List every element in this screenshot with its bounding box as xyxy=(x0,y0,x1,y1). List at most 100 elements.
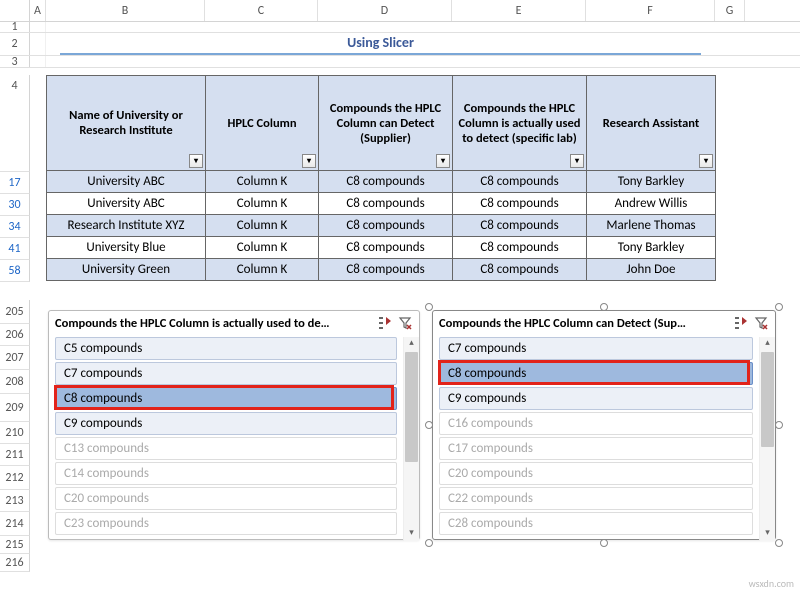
slicer-item[interactable]: C14 compounds xyxy=(55,462,397,485)
col-header-A[interactable]: A xyxy=(30,0,46,21)
row-header-207[interactable]: 207 xyxy=(0,346,30,370)
slicer-item[interactable]: C7 compounds xyxy=(55,362,397,385)
col-header-C[interactable]: C xyxy=(205,0,318,21)
scroll-down-icon[interactable]: ▾ xyxy=(404,527,419,541)
slicer-item[interactable]: C17 compounds xyxy=(439,437,753,460)
cell[interactable]: C8 compounds xyxy=(319,193,453,215)
col-header-G[interactable]: G xyxy=(715,0,745,21)
row-header-17[interactable]: 17 xyxy=(0,172,30,194)
slicer-item[interactable]: C16 compounds xyxy=(439,412,753,435)
cell[interactable]: C8 compounds xyxy=(453,259,587,281)
scroll-down-icon[interactable]: ▾ xyxy=(760,527,775,541)
filter-button[interactable]: ▾ xyxy=(436,154,450,168)
slicer-item[interactable]: C8 compounds xyxy=(439,362,753,385)
cell[interactable]: C8 compounds xyxy=(453,237,587,259)
cell[interactable]: C8 compounds xyxy=(319,171,453,193)
cell[interactable]: University Blue xyxy=(47,237,206,259)
cell[interactable]: Column K xyxy=(206,237,319,259)
table-header-row: Name of University or Research Institute… xyxy=(47,76,716,171)
multiselect-icon[interactable] xyxy=(377,315,393,331)
row-header-3[interactable]: 3 xyxy=(0,56,30,67)
scrollbar[interactable]: ▴ ▾ xyxy=(403,337,419,541)
row-header-208[interactable]: 208 xyxy=(0,370,30,394)
cell[interactable]: Column K xyxy=(206,215,319,237)
slicer-item[interactable]: C7 compounds xyxy=(439,337,753,360)
col-header-F[interactable]: F xyxy=(586,0,715,21)
table-row[interactable]: University ABC Column K C8 compounds C8 … xyxy=(47,193,716,215)
cell[interactable]: C8 compounds xyxy=(453,171,587,193)
row-header-30[interactable]: 30 xyxy=(0,194,30,216)
cell[interactable]: University ABC xyxy=(47,171,206,193)
row-2: 2 Using Slicer xyxy=(0,33,800,56)
cell[interactable]: C8 compounds xyxy=(319,237,453,259)
cell[interactable]: Column K xyxy=(206,259,319,281)
cell[interactable]: C8 compounds xyxy=(319,259,453,281)
select-all-corner[interactable] xyxy=(0,0,30,21)
cell[interactable]: Column K xyxy=(206,193,319,215)
scroll-up-icon[interactable]: ▴ xyxy=(760,337,775,351)
cell[interactable]: University ABC xyxy=(47,193,206,215)
row-header-215[interactable]: 215 xyxy=(0,536,30,554)
table-row[interactable]: University Blue Column K C8 compounds C8… xyxy=(47,237,716,259)
body-row-headers: 205206207208209210211212213214215216 xyxy=(0,300,30,572)
col-header-E[interactable]: E xyxy=(452,0,586,21)
row-header-2[interactable]: 2 xyxy=(0,33,30,55)
row-header-206[interactable]: 206 xyxy=(0,324,30,346)
filter-button[interactable]: ▾ xyxy=(570,154,584,168)
slicer-item[interactable]: C8 compounds xyxy=(55,387,397,410)
th-hplc-column: HPLC Column▾ xyxy=(206,76,319,171)
cell[interactable]: C8 compounds xyxy=(319,215,453,237)
row-header-41[interactable]: 41 xyxy=(0,238,30,260)
cell[interactable]: John Doe xyxy=(587,259,716,281)
slicer-item[interactable]: C28 compounds xyxy=(439,512,753,535)
row-header-209[interactable]: 209 xyxy=(0,394,30,422)
scroll-thumb[interactable] xyxy=(405,352,418,462)
cell[interactable]: Andrew Willis xyxy=(587,193,716,215)
scroll-thumb[interactable] xyxy=(761,352,774,447)
filter-button[interactable]: ▾ xyxy=(302,154,316,168)
clear-filter-icon[interactable] xyxy=(753,315,769,331)
row-header-4[interactable]: 4 xyxy=(0,75,30,172)
row-header-212[interactable]: 212 xyxy=(0,466,30,490)
row-header-1[interactable]: 1 xyxy=(0,22,30,32)
filter-button[interactable]: ▾ xyxy=(189,154,203,168)
cell[interactable]: Marlene Thomas xyxy=(587,215,716,237)
cell[interactable]: C8 compounds xyxy=(453,193,587,215)
slicer-header: Compounds the HPLC Column is actually us… xyxy=(49,311,419,335)
row-header-214[interactable]: 214 xyxy=(0,512,30,536)
multiselect-icon[interactable] xyxy=(733,315,749,331)
cell[interactable]: Research Institute XYZ xyxy=(47,215,206,237)
slicer-item[interactable]: C9 compounds xyxy=(55,412,397,435)
table-row[interactable]: University Green Column K C8 compounds C… xyxy=(47,259,716,281)
slicer-item[interactable]: C13 compounds xyxy=(55,437,397,460)
row-header-213[interactable]: 213 xyxy=(0,490,30,512)
slicer-detect-supplier[interactable]: Compounds the HPLC Column can Detect (Su… xyxy=(432,310,776,540)
slicer-item[interactable]: C5 compounds xyxy=(55,337,397,360)
col-header-D[interactable]: D xyxy=(318,0,452,21)
cell[interactable]: C8 compounds xyxy=(453,215,587,237)
col-header-B[interactable]: B xyxy=(46,0,205,21)
cell[interactable]: Tony Barkley xyxy=(587,237,716,259)
row-header-211[interactable]: 211 xyxy=(0,444,30,466)
scroll-up-icon[interactable]: ▴ xyxy=(404,337,419,351)
slicer-detect-lab[interactable]: Compounds the HPLC Column is actually us… xyxy=(48,310,420,540)
filter-button[interactable]: ▾ xyxy=(699,154,713,168)
table-row[interactable]: University ABC Column K C8 compounds C8 … xyxy=(47,171,716,193)
slicer-item[interactable]: C9 compounds xyxy=(439,387,753,410)
slicer-item[interactable]: C20 compounds xyxy=(439,462,753,485)
cell[interactable]: Tony Barkley xyxy=(587,171,716,193)
clear-filter-icon[interactable] xyxy=(397,315,413,331)
slicer-item[interactable]: C20 compounds xyxy=(55,487,397,510)
cell[interactable]: Column K xyxy=(206,171,319,193)
scrollbar[interactable]: ▴ ▾ xyxy=(759,337,775,541)
row-header-34[interactable]: 34 xyxy=(0,216,30,238)
slicer-item[interactable]: C23 compounds xyxy=(55,512,397,535)
table-row[interactable]: Research Institute XYZ Column K C8 compo… xyxy=(47,215,716,237)
th-detect-supplier: Compounds the HPLC Column can Detect (Su… xyxy=(319,76,453,171)
cell[interactable]: University Green xyxy=(47,259,206,281)
row-header-216[interactable]: 216 xyxy=(0,554,30,572)
slicer-item[interactable]: C22 compounds xyxy=(439,487,753,510)
row-header-58[interactable]: 58 xyxy=(0,260,30,282)
row-header-205[interactable]: 205 xyxy=(0,300,30,324)
row-header-210[interactable]: 210 xyxy=(0,422,30,444)
